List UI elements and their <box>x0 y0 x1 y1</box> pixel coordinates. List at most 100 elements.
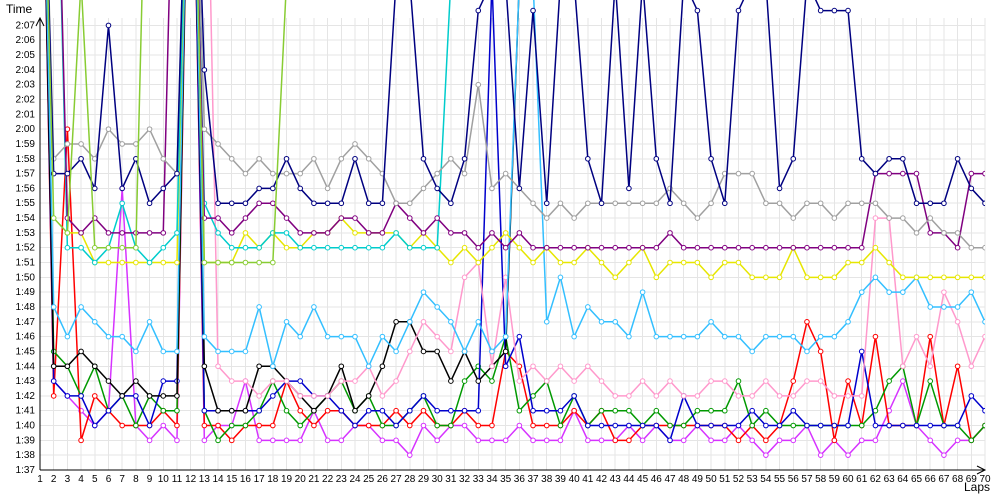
marker <box>531 408 536 413</box>
marker <box>586 156 591 161</box>
marker <box>859 260 864 265</box>
y-tick-label: 1:47 <box>16 317 36 328</box>
marker <box>435 245 440 250</box>
marker <box>736 260 741 265</box>
x-tick-label: 40 <box>569 474 581 485</box>
marker <box>627 423 632 428</box>
y-tick-label: 2:01 <box>16 109 36 120</box>
marker <box>914 171 919 176</box>
x-tick-label: 1 <box>37 474 43 485</box>
marker <box>942 290 947 295</box>
marker <box>462 275 467 280</box>
marker <box>640 245 645 250</box>
x-tick-label: 35 <box>500 474 512 485</box>
marker <box>476 320 481 325</box>
marker <box>120 142 125 147</box>
marker <box>476 438 481 443</box>
marker <box>709 438 714 443</box>
marker <box>805 275 810 280</box>
y-tick-label: 1:49 <box>16 287 36 298</box>
marker <box>832 438 837 443</box>
x-tick-label: 64 <box>897 474 909 485</box>
marker <box>558 364 563 369</box>
marker <box>503 171 508 176</box>
marker <box>983 171 988 176</box>
y-tick-label: 1:40 <box>16 421 36 432</box>
marker <box>51 394 56 399</box>
marker <box>298 408 303 413</box>
marker <box>161 423 166 428</box>
marker <box>695 216 700 221</box>
x-tick-label: 33 <box>473 474 485 485</box>
marker <box>202 334 207 339</box>
marker <box>627 201 632 206</box>
y-tick-label: 2:04 <box>16 65 36 76</box>
marker <box>914 275 919 280</box>
marker <box>709 408 714 413</box>
marker <box>531 245 536 250</box>
marker <box>709 156 714 161</box>
marker <box>257 156 262 161</box>
marker <box>257 201 262 206</box>
marker <box>818 8 823 13</box>
marker <box>736 438 741 443</box>
y-tick-label: 2:05 <box>16 50 36 61</box>
marker <box>490 245 495 250</box>
marker <box>901 156 906 161</box>
marker <box>449 201 454 206</box>
marker <box>134 394 139 399</box>
marker <box>887 290 892 295</box>
x-tick-label: 43 <box>610 474 622 485</box>
marker <box>736 171 741 176</box>
marker <box>284 245 289 250</box>
y-tick-label: 1:46 <box>16 332 36 343</box>
marker <box>764 275 769 280</box>
marker <box>873 171 878 176</box>
y-tick-label: 1:55 <box>16 198 36 209</box>
marker <box>216 364 221 369</box>
marker <box>175 408 180 413</box>
marker <box>284 379 289 384</box>
x-tick-label: 29 <box>418 474 430 485</box>
x-tick-label: 30 <box>432 474 444 485</box>
marker <box>339 438 344 443</box>
x-tick-label: 63 <box>884 474 896 485</box>
marker <box>106 231 111 236</box>
marker <box>517 334 522 339</box>
marker <box>161 408 166 413</box>
marker <box>709 423 714 428</box>
marker <box>216 349 221 354</box>
marker <box>983 408 988 413</box>
marker <box>462 156 467 161</box>
marker <box>92 364 97 369</box>
marker <box>257 245 262 250</box>
x-tick-label: 67 <box>938 474 950 485</box>
marker <box>599 408 604 413</box>
marker <box>147 320 152 325</box>
marker <box>243 408 248 413</box>
marker <box>79 142 84 147</box>
marker <box>462 231 467 236</box>
marker <box>65 231 70 236</box>
marker <box>942 231 947 236</box>
marker <box>421 349 426 354</box>
marker <box>394 423 399 428</box>
marker <box>846 320 851 325</box>
marker <box>120 231 125 236</box>
marker <box>92 320 97 325</box>
marker <box>983 245 988 250</box>
marker <box>640 423 645 428</box>
marker <box>161 156 166 161</box>
marker <box>901 379 906 384</box>
x-tick-label: 46 <box>651 474 663 485</box>
marker <box>435 423 440 428</box>
marker <box>709 275 714 280</box>
marker <box>668 201 673 206</box>
marker <box>873 245 878 250</box>
y-tick-label: 1:42 <box>16 391 36 402</box>
x-tick-label: 28 <box>404 474 416 485</box>
marker <box>462 349 467 354</box>
marker <box>161 186 166 191</box>
marker <box>777 186 782 191</box>
marker <box>243 260 248 265</box>
